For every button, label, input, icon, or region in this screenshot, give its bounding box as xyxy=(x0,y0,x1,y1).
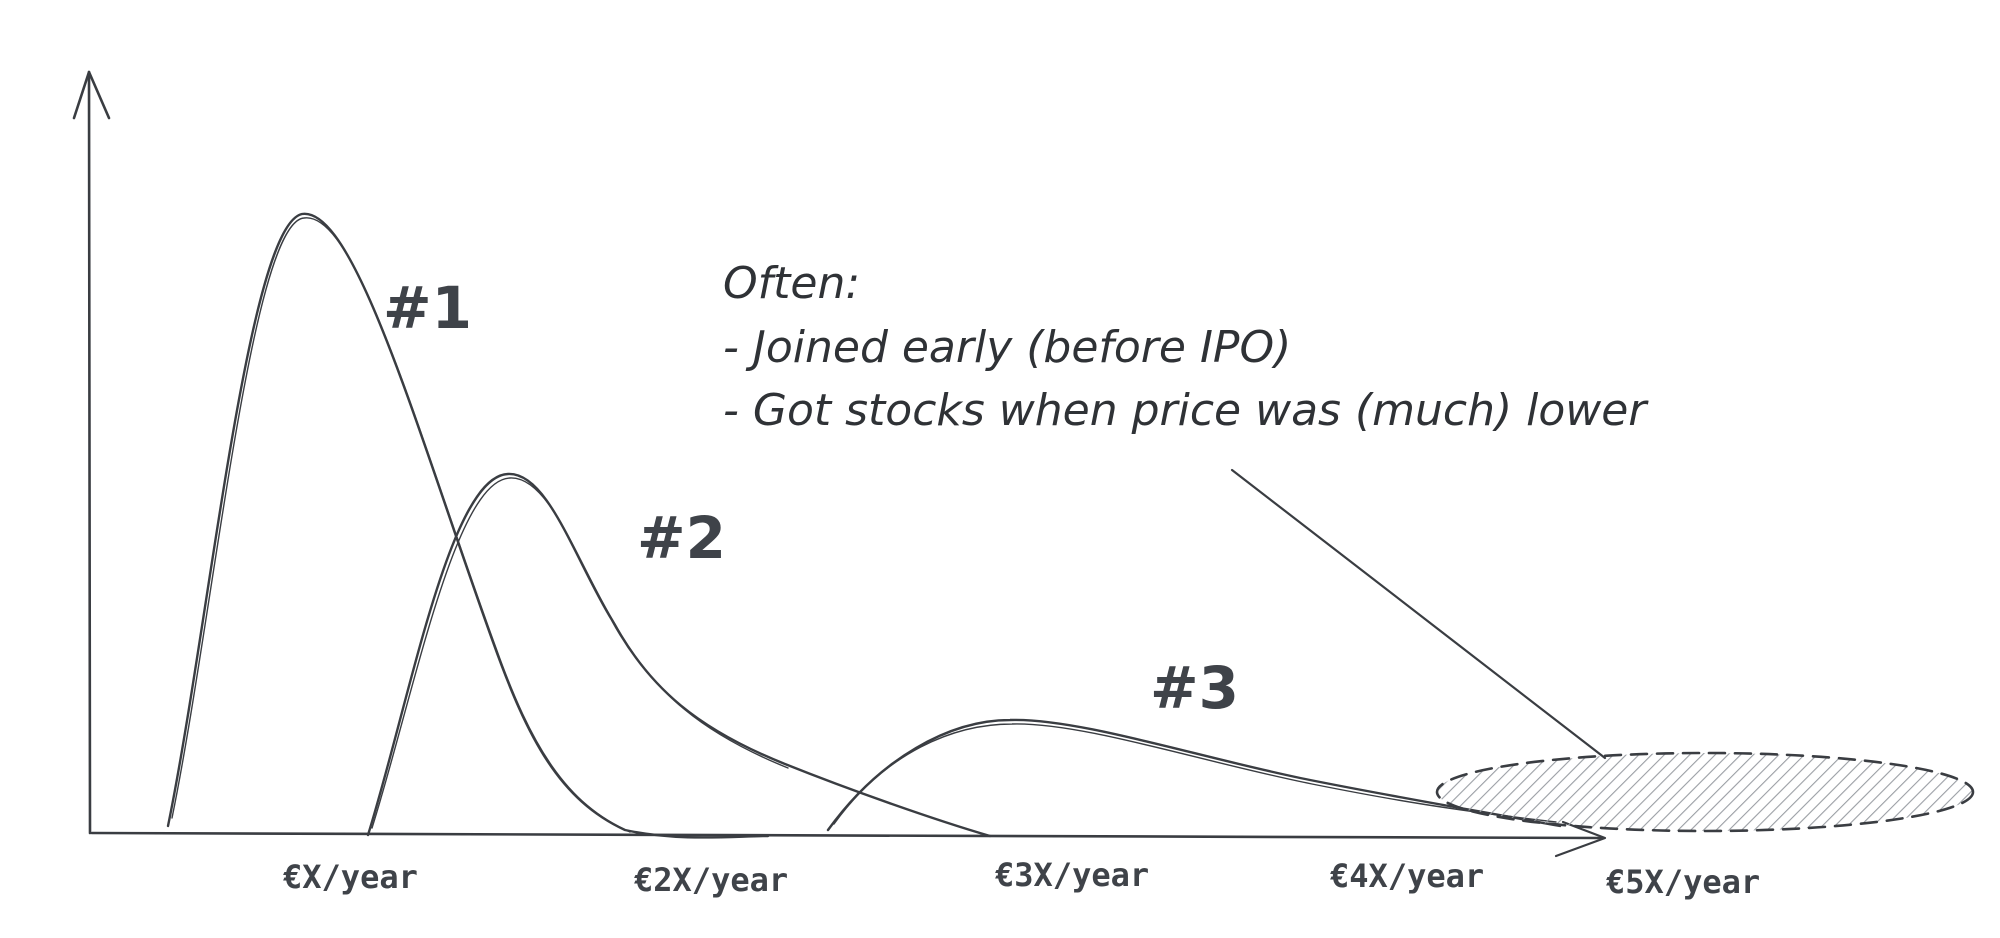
tick-label-x: €X/year xyxy=(283,858,418,896)
x-axis xyxy=(90,820,1607,858)
annotation-heading: Often: xyxy=(723,258,860,309)
peak-label-3: #3 xyxy=(1150,654,1239,722)
tick-label-5x: €5X/year xyxy=(1606,863,1760,901)
tick-label-4x: €4X/year xyxy=(1330,857,1484,895)
curve-2-overstroke xyxy=(371,477,789,829)
curve-3 xyxy=(826,718,1562,832)
annotation-line-2: - Got stocks when price was (much) lower xyxy=(723,385,1649,436)
annotation-line-1: - Joined early (before IPO) xyxy=(723,322,1291,373)
annotation-note: Often: - Joined early (before IPO) - Got… xyxy=(723,258,1649,436)
y-axis xyxy=(72,70,111,835)
annotation-pointer xyxy=(1230,468,1607,760)
curve-2 xyxy=(366,472,992,838)
curve-3-overstroke xyxy=(833,723,1557,825)
peak-label-2: #2 xyxy=(637,504,726,572)
curve-1-overstroke xyxy=(171,217,631,833)
tick-label-3x: €3X/year xyxy=(995,856,1149,894)
tail-highlight-region xyxy=(1435,751,1975,833)
tick-label-2x: €2X/year xyxy=(634,861,788,899)
peak-label-1: #1 xyxy=(383,274,472,342)
